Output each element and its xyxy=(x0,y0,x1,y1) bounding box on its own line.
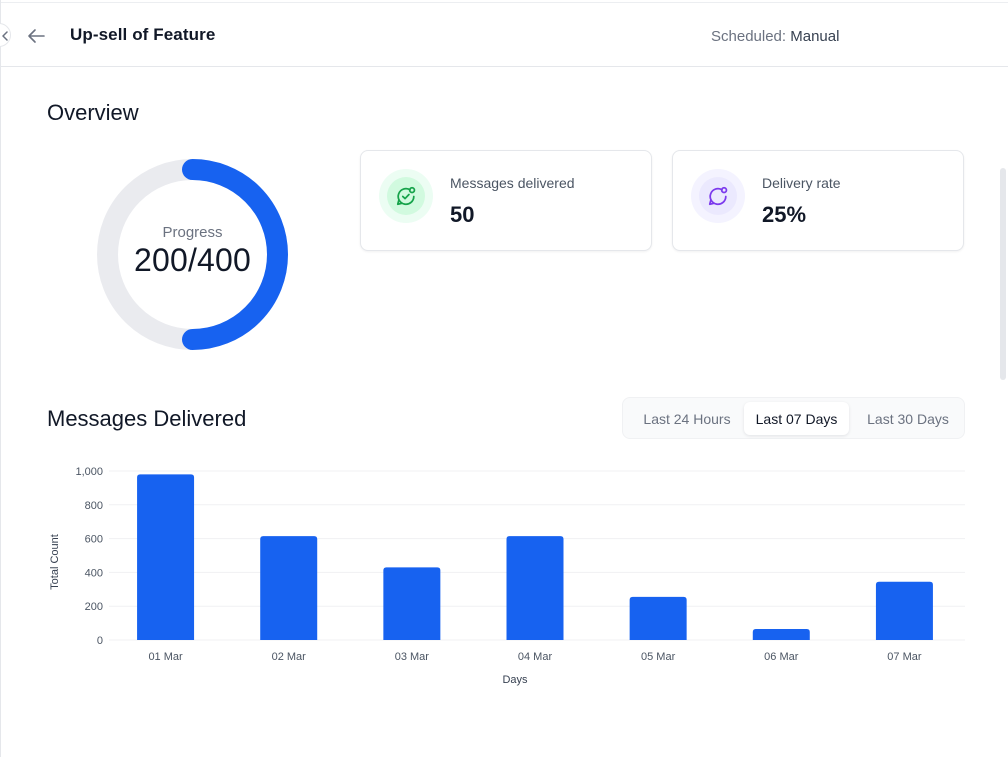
schedule-value: Manual xyxy=(790,28,840,45)
message-check-icon xyxy=(396,186,416,206)
bar-04-mar[interactable] xyxy=(506,536,564,640)
tab-last-30-days[interactable]: Last 30 Days xyxy=(867,410,949,427)
tab-last-07-days[interactable]: Last 07 Days xyxy=(744,402,849,435)
bar-06-mar[interactable] xyxy=(752,629,810,640)
top-edge xyxy=(1,0,1008,3)
progress-label: Progress xyxy=(162,224,223,241)
x-tick-label: 01 Mar xyxy=(148,651,183,663)
bar-07-mar[interactable] xyxy=(875,581,933,640)
chart-x-ticks: 01 Mar 02 Mar 03 Mar 04 Mar 05 Mar 06 Mar 07 M… xyxy=(148,651,921,663)
progress-center: Progress 200/400 xyxy=(87,149,298,360)
chart-bars xyxy=(137,474,933,640)
chevron-left-icon xyxy=(2,31,8,41)
y-tick-label: 800 xyxy=(85,500,103,512)
bar-chart-svg: 0 200 400 600 800 1,000 01 Mar 02 Mar 03 Mar 04 … xyxy=(49,466,965,686)
progress-value: 200/400 xyxy=(133,242,252,278)
page-title: Up-sell of Feature xyxy=(70,25,216,44)
x-axis-label: Days xyxy=(502,674,528,686)
sidebar-collapse-button[interactable] xyxy=(0,23,11,47)
x-tick-label: 06 Mar xyxy=(764,651,799,663)
time-range-tabs: Last 24 Hours Last 07 Days Last 30 Days xyxy=(622,397,965,439)
bar-03-mar[interactable] xyxy=(383,567,441,640)
scrollbar-thumb[interactable] xyxy=(1000,168,1006,380)
delivery-rate-icon-badge xyxy=(691,169,745,223)
x-tick-label: 03 Mar xyxy=(395,651,430,663)
y-tick-label: 1,000 xyxy=(75,466,103,478)
y-tick-label: 400 xyxy=(85,567,103,579)
delivery-rate-card: Delivery rate 25% xyxy=(672,150,964,251)
messages-delivered-card: Messages delivered 50 xyxy=(360,150,652,251)
progress-donut xyxy=(97,159,288,350)
messages-delivered-chart: 0 200 400 600 800 1,000 01 Mar 02 Mar 03 Mar 04 … xyxy=(41,455,971,695)
progress-arc xyxy=(182,159,288,350)
delivery-rate-label: Delivery rate xyxy=(762,175,841,191)
messages-delivered-value: 50 xyxy=(450,202,475,227)
messages-delivered-label: Messages delivered xyxy=(450,175,575,191)
tab-last-24-hours[interactable]: Last 24 Hours xyxy=(643,410,731,427)
y-tick-label: 0 xyxy=(97,635,103,647)
delivery-rate-value: 25% xyxy=(762,202,807,227)
message-dot-icon xyxy=(708,186,728,206)
overview-title: Overview xyxy=(47,100,139,125)
x-tick-label: 04 Mar xyxy=(518,651,553,663)
arrow-left-icon xyxy=(28,29,45,43)
y-axis-label: Total Count xyxy=(49,534,61,590)
messages-delivered-title: Messages Delivered xyxy=(47,406,247,431)
y-tick-label: 200 xyxy=(85,601,103,613)
schedule-info: Scheduled: Manual xyxy=(711,28,839,45)
bar-02-mar[interactable] xyxy=(260,536,318,640)
schedule-label: Scheduled: xyxy=(711,28,787,45)
x-tick-label: 05 Mar xyxy=(641,651,676,663)
messages-delivered-icon-badge xyxy=(379,169,433,223)
y-tick-label: 600 xyxy=(85,534,103,546)
chart-y-ticks: 0 200 400 600 800 1,000 xyxy=(75,466,103,647)
x-tick-label: 02 Mar xyxy=(272,651,307,663)
x-tick-label: 07 Mar xyxy=(887,651,922,663)
bar-01-mar[interactable] xyxy=(137,474,195,640)
back-button[interactable] xyxy=(23,23,49,49)
bar-05-mar[interactable] xyxy=(629,596,687,640)
page-header: Up-sell of Feature Scheduled: Manual xyxy=(0,3,1008,67)
